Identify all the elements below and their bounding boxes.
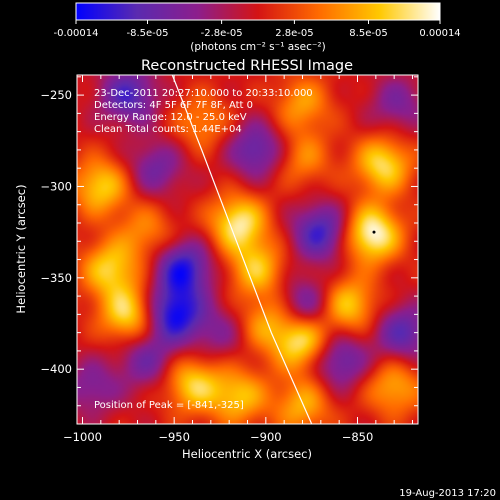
heatmap-image [77,75,418,424]
annotation-total-counts: Clean Total counts: 1.44E+04 [94,124,242,135]
peak-marker [372,230,376,234]
solar-limb-curve [171,75,313,424]
colorbar-tick-label: -8.5e-05 [127,28,169,39]
y-axis-label: Heliocentric Y (arcsec) [14,184,28,313]
x-tick-label: −1000 [63,430,102,444]
colorbar-ticks: -0.00014 -8.5e-05 -2.8e-05 2.8e-05 8.5e-05 0.… [54,20,461,39]
colorbar-gradient [75,2,441,21]
plot-area: 23-Dec-2011 20:27:10.000 to 20:33:10.000… [76,74,419,425]
peak-position-label: Position of Peak = [-841,-325] [94,400,244,411]
y-tick-label: −300 [40,179,72,193]
footer-timestamp: 19-Aug-2013 17:20 [399,488,496,499]
x-tick-label: −950 [158,430,190,444]
colorbar-tick-label: 0.00014 [419,28,460,39]
colorbar-tick-label: -0.00014 [54,28,99,39]
annotation-energy-range: Energy Range: 12.0 - 25.0 keV [94,112,247,123]
colorbar: -0.00014 -8.5e-05 -2.8e-05 2.8e-05 8.5e-05 0.… [54,2,461,53]
colorbar-unit-label: (photons cm⁻² s⁻¹ asec⁻²) [190,41,325,53]
x-tick-label: −850 [342,430,374,444]
colorbar-tick-label: -2.8e-05 [201,28,243,39]
peak-dot [372,230,376,234]
axes: −1000 −950 −900 −850 −250 −300 −350 −400 [40,75,418,444]
annotation-detectors: Detectors: 4F 5F 6F 7F 8F, Att 0 [94,100,253,111]
y-tick-label: −250 [40,88,72,102]
colorbar-tick-label: 8.5e-05 [349,28,387,39]
colorbar-tick-label: 2.8e-05 [275,28,313,39]
x-axis-label: Heliocentric X (arcsec) [182,447,312,461]
chart-title: Reconstructed RHESSI Image [141,58,353,74]
y-tick-label: −400 [40,362,72,376]
y-tick-label: −350 [40,271,72,285]
x-tick-label: −900 [250,430,282,444]
annotation-time-range: 23-Dec-2011 20:27:10.000 to 20:33:10.000 [94,88,313,99]
